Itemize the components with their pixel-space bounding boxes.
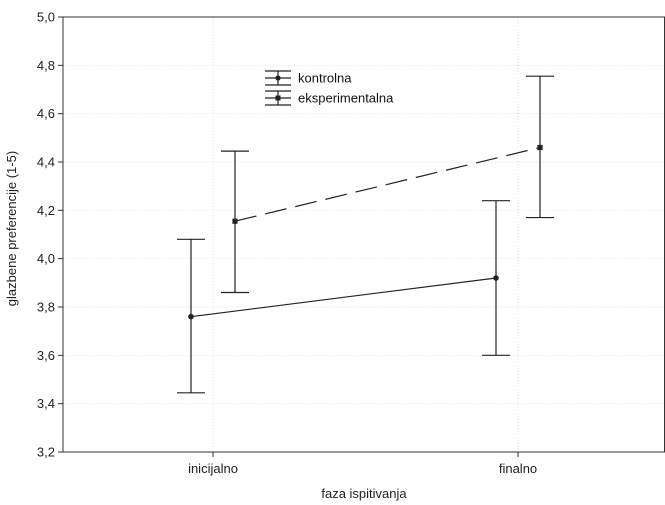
y-tick-label: 3,6 [37, 348, 55, 363]
y-tick-label: 4,2 [37, 203, 55, 218]
data-point-marker [188, 313, 194, 320]
data-point-marker [232, 218, 238, 224]
series-kontrolna [177, 200, 510, 394]
legend-label: kontrolna [298, 71, 352, 86]
y-tick-label: 3,8 [37, 300, 55, 315]
series-eksperimentalna [221, 75, 554, 294]
x-axis-title: faza ispitivanja [321, 486, 407, 501]
legend-marker [275, 75, 281, 81]
y-tick-label: 3,4 [37, 396, 55, 411]
legend: kontrolna eksperimentalna [265, 70, 394, 106]
x-tick-label: inicijalno [188, 461, 238, 476]
y-tick-label: 4,6 [37, 106, 55, 121]
legend-marker [275, 95, 281, 101]
series-layer [177, 75, 554, 394]
y-tick-label: 3,2 [37, 445, 55, 460]
x-axis-ticks: inicijalno finalno [188, 452, 537, 476]
x-tick-label: finalno [499, 461, 537, 476]
data-point-marker [493, 275, 499, 281]
data-point-marker [537, 144, 543, 151]
grid-lines [63, 16, 665, 453]
y-axis-title: glazbene preferencije (1-5) [4, 151, 19, 306]
y-tick-label: 4,8 [37, 58, 55, 73]
y-tick-label: 4,0 [37, 251, 55, 266]
y-axis-ticks: 3,2 3,4 3,6 3,8 4,0 4,2 4,4 4,6 4,8 5,0 [37, 10, 63, 460]
y-tick-label: 5,0 [37, 10, 55, 25]
series-line-eksperimentalna [234, 146, 541, 222]
plot-area-frame [62, 16, 665, 453]
series-line-kontrolna [190, 277, 497, 318]
legend-label: eksperimentalna [298, 91, 394, 106]
y-tick-label: 4,4 [37, 155, 55, 170]
